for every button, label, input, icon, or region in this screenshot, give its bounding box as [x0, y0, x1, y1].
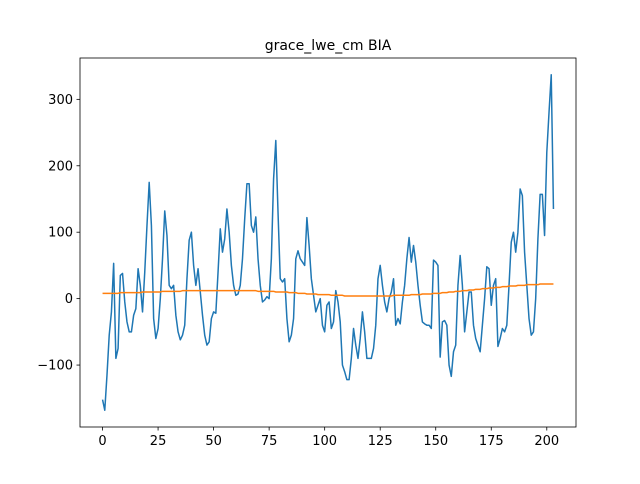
x-tick-label: 175: [479, 434, 504, 449]
data-line: [101, 74, 555, 411]
x-tick-label: 75: [261, 434, 278, 449]
y-tick-label: −100: [37, 359, 73, 374]
y-tick-label: 0: [65, 292, 73, 307]
data-line: [102, 283, 554, 297]
x-tick-label: 100: [312, 434, 337, 449]
x-tick-label: 150: [423, 434, 448, 449]
x-tick-label: 0: [98, 434, 106, 449]
y-tick-label: 200: [48, 159, 73, 174]
y-tick-label: 100: [48, 226, 73, 241]
y-tick-label: 300: [48, 93, 73, 108]
plot-frame: [79, 57, 577, 428]
x-tick-label: 50: [205, 434, 222, 449]
chart-title: grace_lwe_cm BIA: [265, 38, 392, 54]
x-tick-label: 200: [534, 434, 559, 449]
x-tick-label: 125: [368, 434, 393, 449]
x-tick-label: 25: [150, 434, 167, 449]
